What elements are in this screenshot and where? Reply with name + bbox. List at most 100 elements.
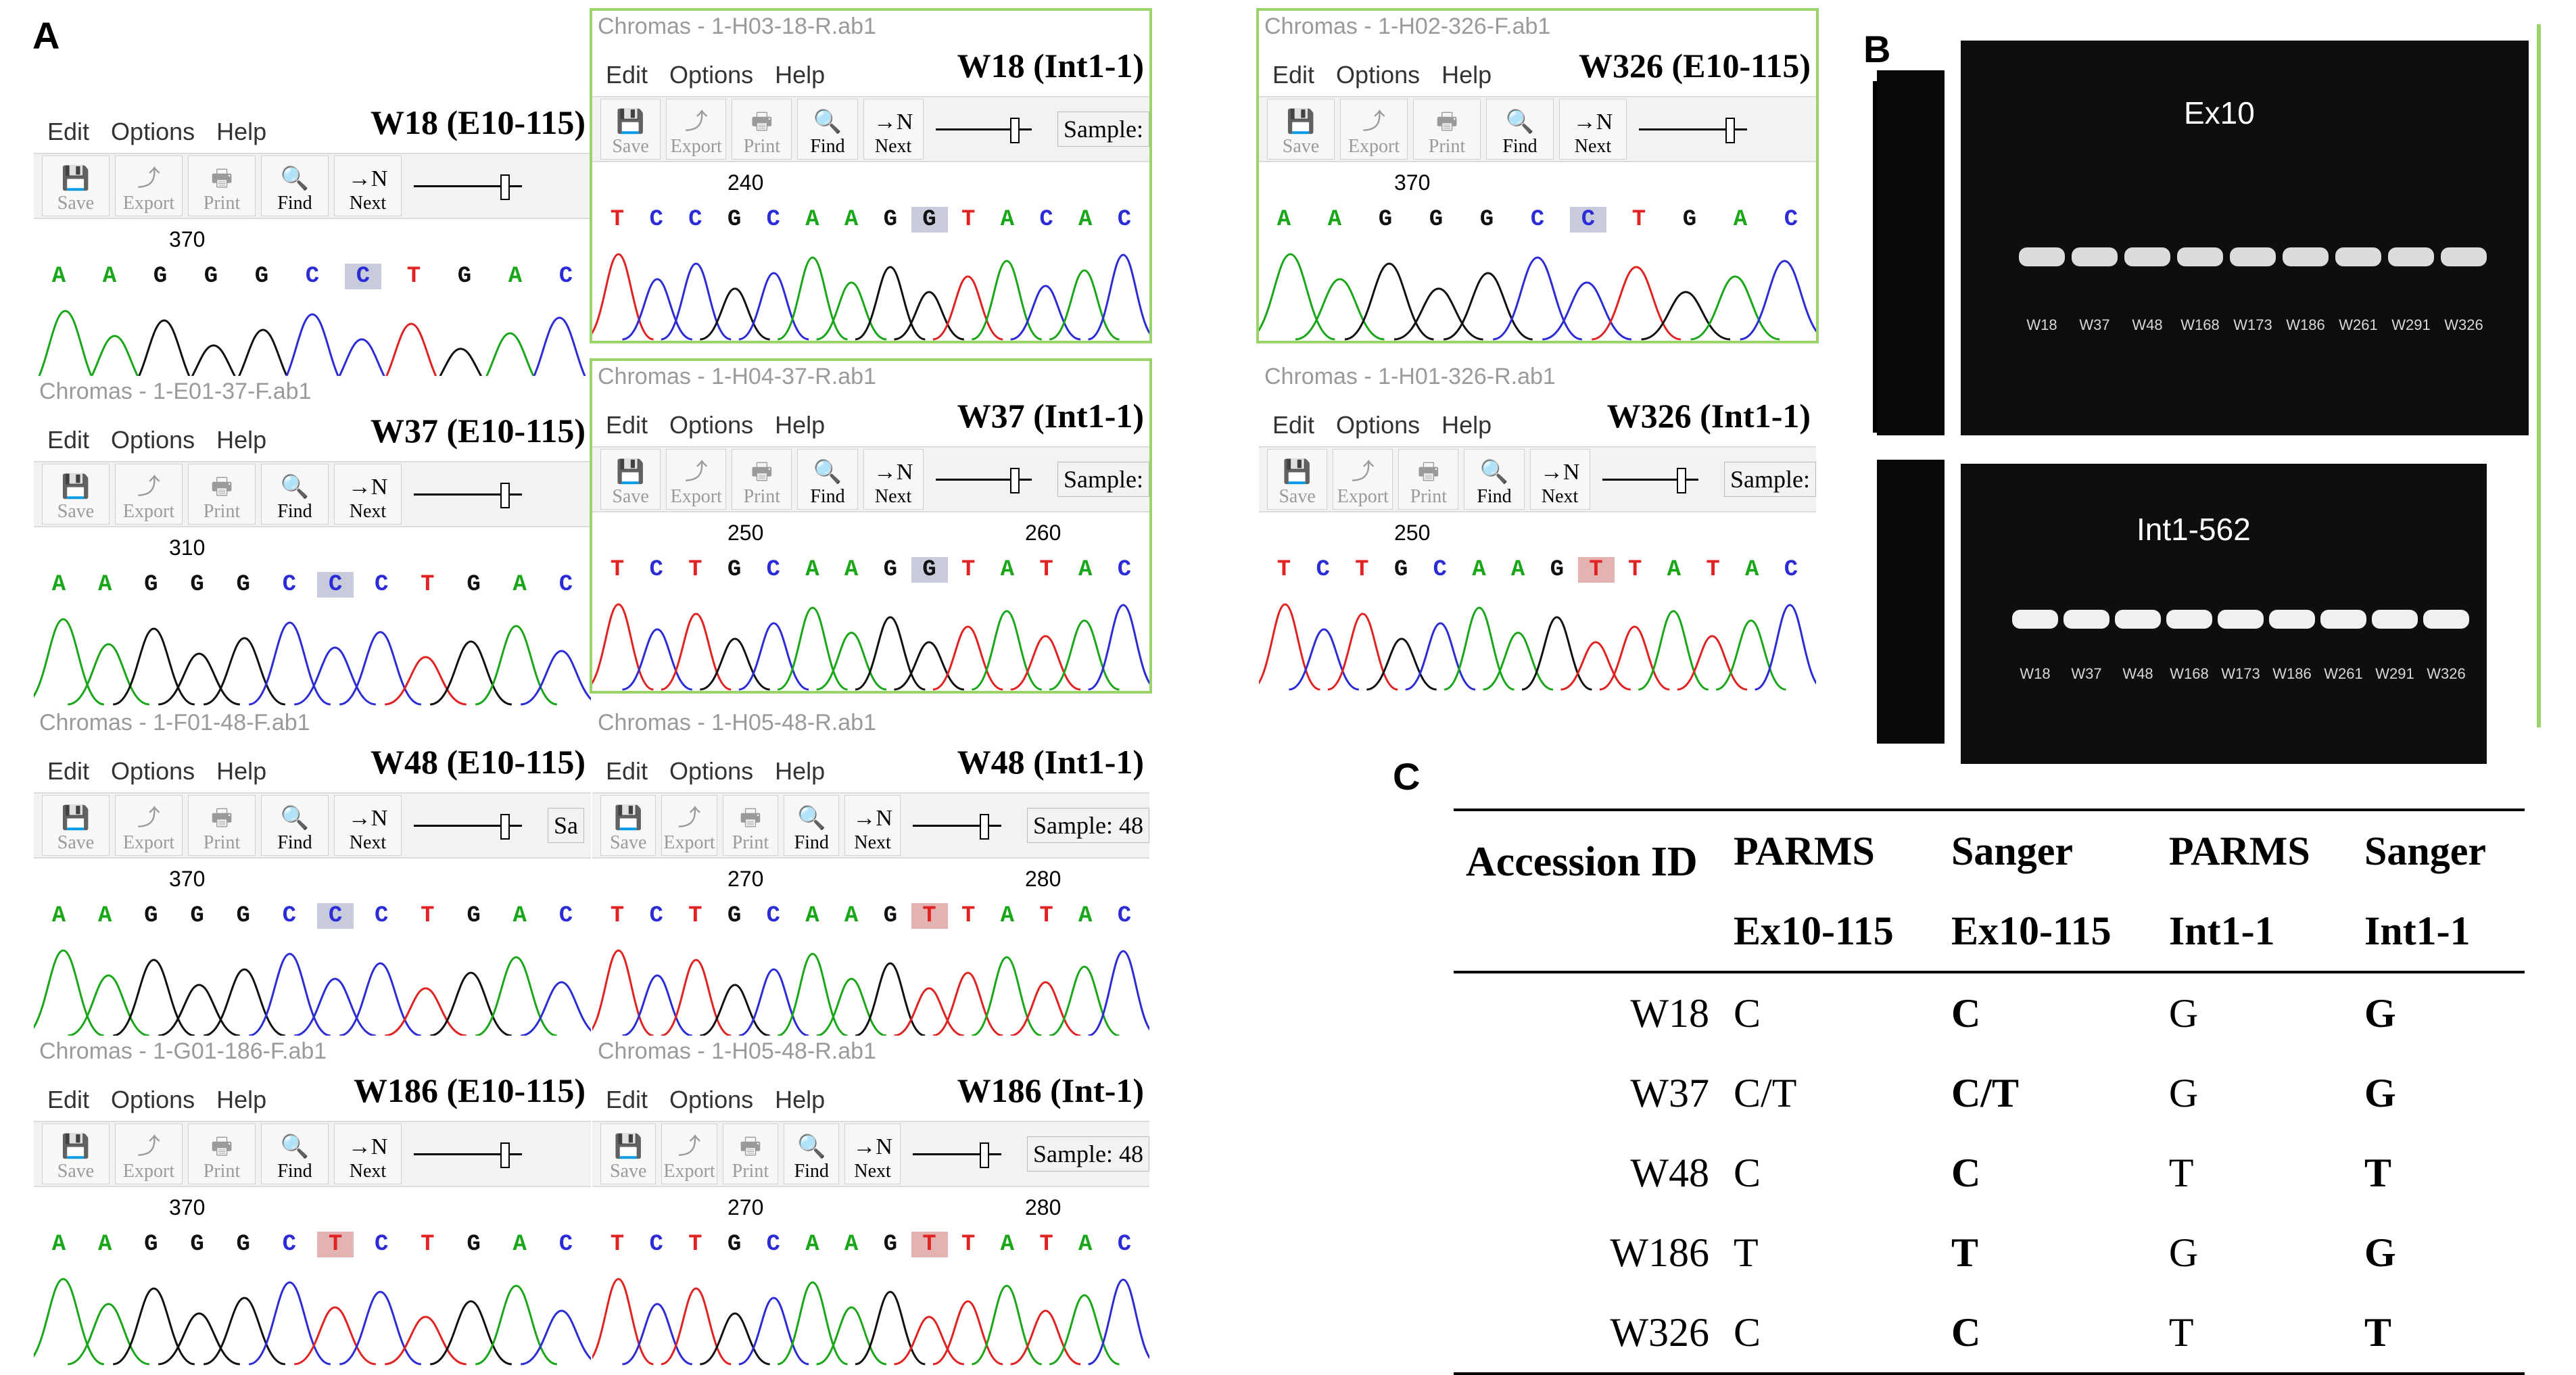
save-button[interactable]: 💾 Save: [600, 795, 657, 856]
find-button[interactable]: 🔍 Find: [797, 449, 858, 510]
next-button[interactable]: →N Next: [863, 99, 924, 160]
save-button[interactable]: 💾 Save: [42, 795, 110, 856]
save-icon: 💾: [1283, 460, 1312, 485]
menu-item-help[interactable]: Help: [216, 426, 267, 454]
menu-item-options[interactable]: Options: [1336, 411, 1421, 439]
export-button[interactable]: ⤴ Export: [666, 99, 727, 160]
base-call: G: [153, 264, 168, 289]
next-button[interactable]: →N Next: [844, 1124, 901, 1184]
menu-item-options[interactable]: Options: [111, 426, 195, 454]
menu-item-help[interactable]: Help: [216, 757, 267, 785]
find-button[interactable]: 🔍 Find: [261, 155, 329, 216]
menu-item-help[interactable]: Help: [216, 118, 267, 145]
menu-item-edit[interactable]: Edit: [1272, 61, 1315, 89]
menu-item-options[interactable]: Options: [111, 1086, 195, 1113]
zoom-slider[interactable]: [414, 813, 522, 840]
print-button[interactable]: 🖶 Print: [1413, 99, 1481, 160]
export-button[interactable]: ⤴ Export: [115, 795, 183, 856]
next-button[interactable]: →N Next: [863, 449, 924, 510]
find-button[interactable]: 🔍 Find: [261, 795, 329, 856]
print-button[interactable]: 🖶 Print: [732, 449, 792, 510]
menu-item-options[interactable]: Options: [111, 118, 195, 145]
print-button[interactable]: 🖶 Print: [1398, 449, 1459, 510]
zoom-slider[interactable]: [1639, 117, 1747, 143]
print-button[interactable]: 🖶 Print: [188, 795, 256, 856]
menu-item-help[interactable]: Help: [775, 757, 826, 785]
print-label: Print: [732, 832, 769, 853]
menu-item-help[interactable]: Help: [1441, 411, 1492, 439]
menu-item-edit[interactable]: Edit: [606, 411, 648, 439]
chromatogram-window: Chromas - 1-H05-48-R.ab1 W48 (Int1-1) Edit…: [592, 707, 1149, 1037]
save-button[interactable]: 💾 Save: [42, 464, 110, 525]
zoom-slider[interactable]: [414, 482, 522, 508]
next-button[interactable]: →N Next: [334, 155, 402, 216]
zoom-slider[interactable]: [935, 117, 1032, 143]
save-button[interactable]: 💾 Save: [42, 1124, 110, 1184]
chromatogram-trace: [592, 603, 1149, 691]
find-button[interactable]: 🔍 Find: [261, 1124, 329, 1184]
print-button[interactable]: 🖶 Print: [722, 795, 779, 856]
save-button[interactable]: 💾 Save: [600, 99, 661, 160]
print-button[interactable]: 🖶 Print: [722, 1124, 779, 1184]
zoom-slider[interactable]: [1602, 467, 1698, 493]
menu-item-help[interactable]: Help: [1441, 61, 1492, 89]
export-button[interactable]: ⤴ Export: [661, 795, 717, 856]
menu-item-edit[interactable]: Edit: [1272, 411, 1315, 439]
menu-item-edit[interactable]: Edit: [47, 118, 90, 145]
next-button[interactable]: →N Next: [844, 795, 901, 856]
next-button[interactable]: →N Next: [334, 795, 402, 856]
base-call: G: [727, 557, 742, 583]
export-button[interactable]: ⤴ Export: [666, 449, 727, 510]
save-button[interactable]: 💾 Save: [1267, 449, 1328, 510]
print-button[interactable]: 🖶 Print: [188, 464, 256, 525]
menu-item-help[interactable]: Help: [775, 61, 826, 89]
chromatogram-window: Chromas - 1-H02-326-F.ab1 W326 (E10-115) E…: [1256, 8, 1819, 343]
next-button[interactable]: →N Next: [334, 1124, 402, 1184]
save-button[interactable]: 💾 Save: [42, 155, 110, 216]
find-button[interactable]: 🔍 Find: [1464, 449, 1525, 510]
print-button[interactable]: 🖶 Print: [732, 99, 792, 160]
next-button[interactable]: →N Next: [1529, 449, 1590, 510]
menu-item-edit[interactable]: Edit: [47, 757, 90, 785]
export-button[interactable]: ⤴ Export: [115, 155, 183, 216]
save-button[interactable]: 💾 Save: [1267, 99, 1335, 160]
next-label: Next: [349, 832, 387, 853]
menu-item-help[interactable]: Help: [775, 1086, 826, 1113]
print-button[interactable]: 🖶 Print: [188, 155, 256, 216]
zoom-slider[interactable]: [912, 813, 1001, 840]
menu-item-edit[interactable]: Edit: [606, 757, 648, 785]
save-button[interactable]: 💾 Save: [600, 1124, 657, 1184]
menu-item-edit[interactable]: Edit: [606, 1086, 648, 1113]
menu-item-edit[interactable]: Edit: [606, 61, 648, 89]
next-button[interactable]: →N Next: [1559, 99, 1627, 160]
menu-item-options[interactable]: Options: [669, 1086, 754, 1113]
menu-item-options[interactable]: Options: [1336, 61, 1421, 89]
zoom-slider[interactable]: [414, 174, 522, 200]
menu-item-options[interactable]: Options: [669, 411, 754, 439]
next-button[interactable]: →N Next: [334, 464, 402, 525]
menu-item-edit[interactable]: Edit: [47, 1086, 90, 1113]
find-button[interactable]: 🔍 Find: [261, 464, 329, 525]
find-button[interactable]: 🔍 Find: [784, 795, 840, 856]
chromatogram-trace: [592, 1278, 1149, 1366]
zoom-slider[interactable]: [414, 1142, 522, 1168]
find-button[interactable]: 🔍 Find: [797, 99, 858, 160]
menu-item-help[interactable]: Help: [216, 1086, 267, 1113]
menu-item-options[interactable]: Options: [669, 757, 754, 785]
print-button[interactable]: 🖶 Print: [188, 1124, 256, 1184]
find-label: Find: [794, 832, 829, 853]
zoom-slider[interactable]: [935, 467, 1032, 493]
export-button[interactable]: ⤴ Export: [1333, 449, 1393, 510]
save-button[interactable]: 💾 Save: [600, 449, 661, 510]
zoom-slider[interactable]: [912, 1142, 1001, 1168]
menu-item-options[interactable]: Options: [669, 61, 754, 89]
find-button[interactable]: 🔍 Find: [1486, 99, 1554, 160]
find-button[interactable]: 🔍 Find: [784, 1124, 840, 1184]
menu-item-help[interactable]: Help: [775, 411, 826, 439]
menu-item-edit[interactable]: Edit: [47, 426, 90, 454]
export-button[interactable]: ⤴ Export: [115, 1124, 183, 1184]
export-button[interactable]: ⤴ Export: [115, 464, 183, 525]
export-button[interactable]: ⤴ Export: [1340, 99, 1408, 160]
menu-item-options[interactable]: Options: [111, 757, 195, 785]
export-button[interactable]: ⤴ Export: [661, 1124, 717, 1184]
